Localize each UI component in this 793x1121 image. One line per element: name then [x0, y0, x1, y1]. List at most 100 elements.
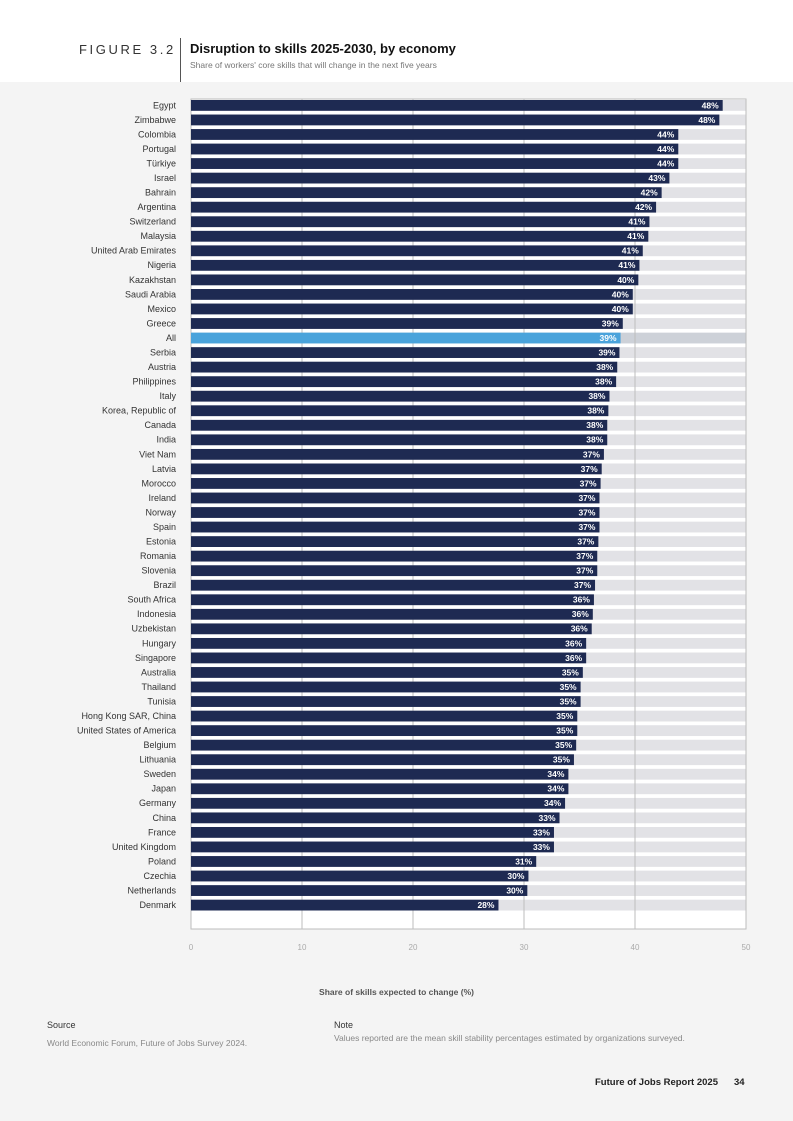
figure-label: FIGURE 3.2 [79, 42, 176, 57]
x-tick-label: 20 [409, 943, 418, 952]
category-label: Estonia [146, 537, 176, 547]
bar-value-label: 38% [586, 420, 603, 430]
category-label: United Kingdom [112, 842, 176, 852]
bar-value-label: 40% [612, 289, 629, 299]
category-label: Indonesia [137, 609, 176, 619]
bar [191, 696, 581, 707]
x-axis-label: Share of skills expected to change (%) [319, 987, 474, 997]
category-label: Viet Nam [139, 449, 176, 459]
bar [191, 347, 620, 358]
category-label: Singapore [135, 653, 176, 663]
page-number: 34 [734, 1077, 745, 1088]
x-tick-label: 30 [520, 943, 529, 952]
category-label: Brazil [153, 580, 176, 590]
bar-value-label: 37% [580, 478, 597, 488]
bar [191, 652, 587, 664]
bar [191, 827, 554, 838]
category-label: South Africa [127, 595, 176, 605]
bar-value-label: 36% [565, 638, 582, 648]
bar-value-label: 37% [583, 449, 600, 459]
bar [191, 259, 640, 271]
bar [191, 463, 602, 475]
bar [191, 143, 679, 155]
category-label: Netherlands [127, 885, 176, 895]
figure-title: Disruption to skills 2025-2030, by econo… [190, 41, 456, 56]
bar [191, 376, 617, 388]
category-label: Saudi Arabia [125, 289, 176, 299]
bar [191, 768, 569, 780]
category-label: India [156, 435, 176, 445]
category-label: Norway [145, 507, 176, 517]
bar-value-label: 35% [556, 711, 573, 721]
bar [191, 856, 537, 867]
bar [191, 172, 670, 184]
bar-value-label: 36% [572, 609, 589, 619]
category-label: Switzerland [129, 217, 176, 227]
category-label: Lithuania [139, 755, 176, 765]
bar [191, 405, 609, 417]
category-label: Korea, Republic of [102, 406, 177, 416]
bar [191, 274, 639, 286]
bar [191, 390, 610, 402]
category-label: Hong Kong SAR, China [81, 711, 176, 721]
bar [191, 289, 633, 300]
category-label: Kazakhstan [129, 275, 176, 285]
bar [191, 419, 608, 431]
bar-value-label: 39% [600, 333, 617, 343]
category-label: Malaysia [140, 231, 176, 241]
bar [191, 201, 657, 213]
bar-value-label: 38% [587, 406, 604, 416]
bar-value-label: 38% [596, 362, 613, 372]
category-label: Egypt [153, 100, 177, 110]
category-label: Ireland [148, 493, 176, 503]
bar [191, 637, 587, 649]
bar [191, 885, 528, 896]
bar-value-label: 39% [598, 347, 615, 357]
bar [191, 230, 649, 242]
bar [191, 623, 592, 635]
bar-chart: 48% Egypt 48% Zimbabwe 44% Colombia 44% Portuga… [77, 98, 751, 952]
bar [191, 158, 679, 169]
bar-value-label: 35% [555, 740, 572, 750]
bar [191, 129, 679, 140]
category-label: Morocco [141, 478, 176, 488]
category-label: Belgium [143, 740, 176, 750]
bar-value-label: 33% [533, 827, 550, 837]
bar [191, 492, 600, 504]
bar-value-label: 39% [602, 318, 619, 328]
bar-value-label: 37% [578, 507, 595, 517]
bar-value-label: 28% [477, 900, 494, 910]
category-label: Serbia [150, 347, 176, 357]
bar-value-label: 38% [586, 435, 603, 445]
category-label: Portugal [142, 144, 176, 154]
bar [191, 536, 599, 547]
category-label: All [166, 333, 176, 343]
x-tick-label: 50 [742, 943, 751, 952]
bar-value-label: 38% [595, 377, 612, 387]
bar-value-label: 36% [565, 653, 582, 663]
category-label: Argentina [137, 202, 176, 212]
bar-value-label: 48% [698, 115, 715, 125]
category-label: Nigeria [147, 260, 176, 270]
bar [191, 434, 608, 446]
bar-value-label: 35% [560, 696, 577, 706]
category-label: United Arab Emirates [91, 246, 177, 256]
bar-value-label: 37% [576, 566, 593, 576]
category-label: Czechia [143, 871, 176, 881]
x-tick-label: 40 [631, 943, 640, 952]
bar [191, 478, 601, 489]
category-label: France [148, 827, 176, 837]
bar-value-label: 37% [578, 493, 595, 503]
bar-value-label: 34% [547, 769, 564, 779]
bar [191, 187, 662, 199]
bar [191, 318, 623, 329]
bar [191, 754, 574, 766]
category-label: Denmark [139, 900, 176, 910]
bar-value-label: 41% [627, 231, 644, 241]
category-label: Türkiye [146, 158, 176, 168]
bar [191, 681, 581, 693]
bar [191, 216, 650, 228]
bar-value-label: 38% [588, 391, 605, 401]
category-label: Slovenia [141, 566, 176, 576]
bar [191, 114, 720, 126]
